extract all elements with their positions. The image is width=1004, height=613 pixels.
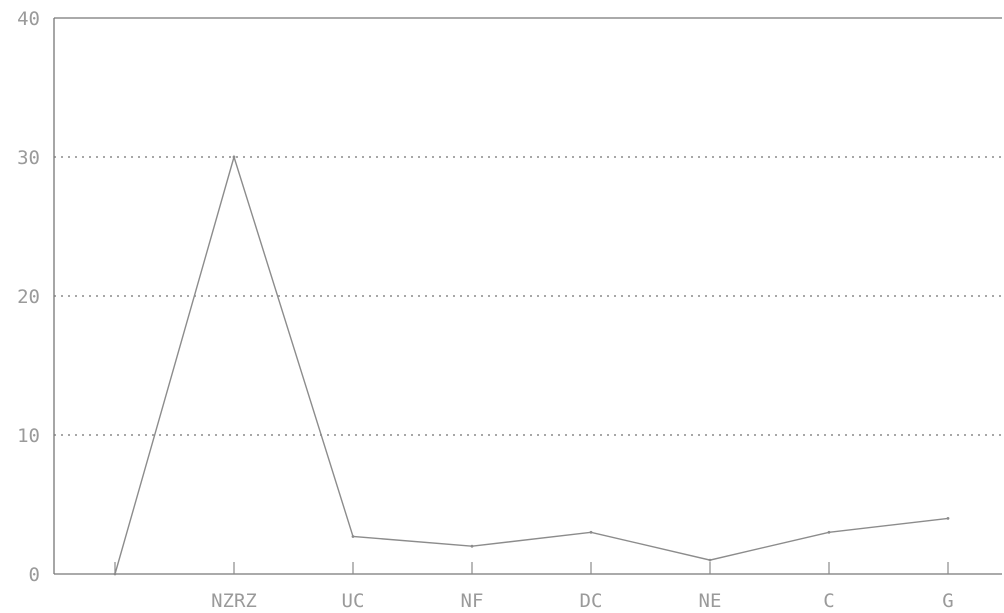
x-tick-label: UC <box>342 590 365 612</box>
x-tick-label: NF <box>461 590 484 612</box>
y-tick-labels: 0 10 20 30 40 <box>17 8 40 586</box>
x-tick-label: C <box>823 590 834 612</box>
x-tick-label: G <box>942 590 953 612</box>
y-tick-label: 10 <box>17 425 40 447</box>
data-point <box>352 535 355 538</box>
grid-layer <box>54 157 1002 435</box>
data-point <box>947 517 950 520</box>
data-point <box>471 545 474 548</box>
y-tick-label: 30 <box>17 147 40 169</box>
data-point <box>233 156 236 159</box>
data-point <box>114 573 117 576</box>
series-layer <box>114 156 950 576</box>
x-tick-labels: NZRZ UC NF DC NE C G <box>211 590 954 612</box>
data-point <box>709 559 712 562</box>
series-line <box>115 157 948 574</box>
data-point <box>828 531 831 534</box>
x-tick-label: NE <box>699 590 722 612</box>
x-tick-label: DC <box>580 590 603 612</box>
data-point <box>590 531 593 534</box>
y-tick-label: 40 <box>17 8 40 30</box>
y-tick-label: 20 <box>17 286 40 308</box>
x-tick-label: NZRZ <box>211 590 257 612</box>
y-tick-label: 0 <box>29 564 40 586</box>
